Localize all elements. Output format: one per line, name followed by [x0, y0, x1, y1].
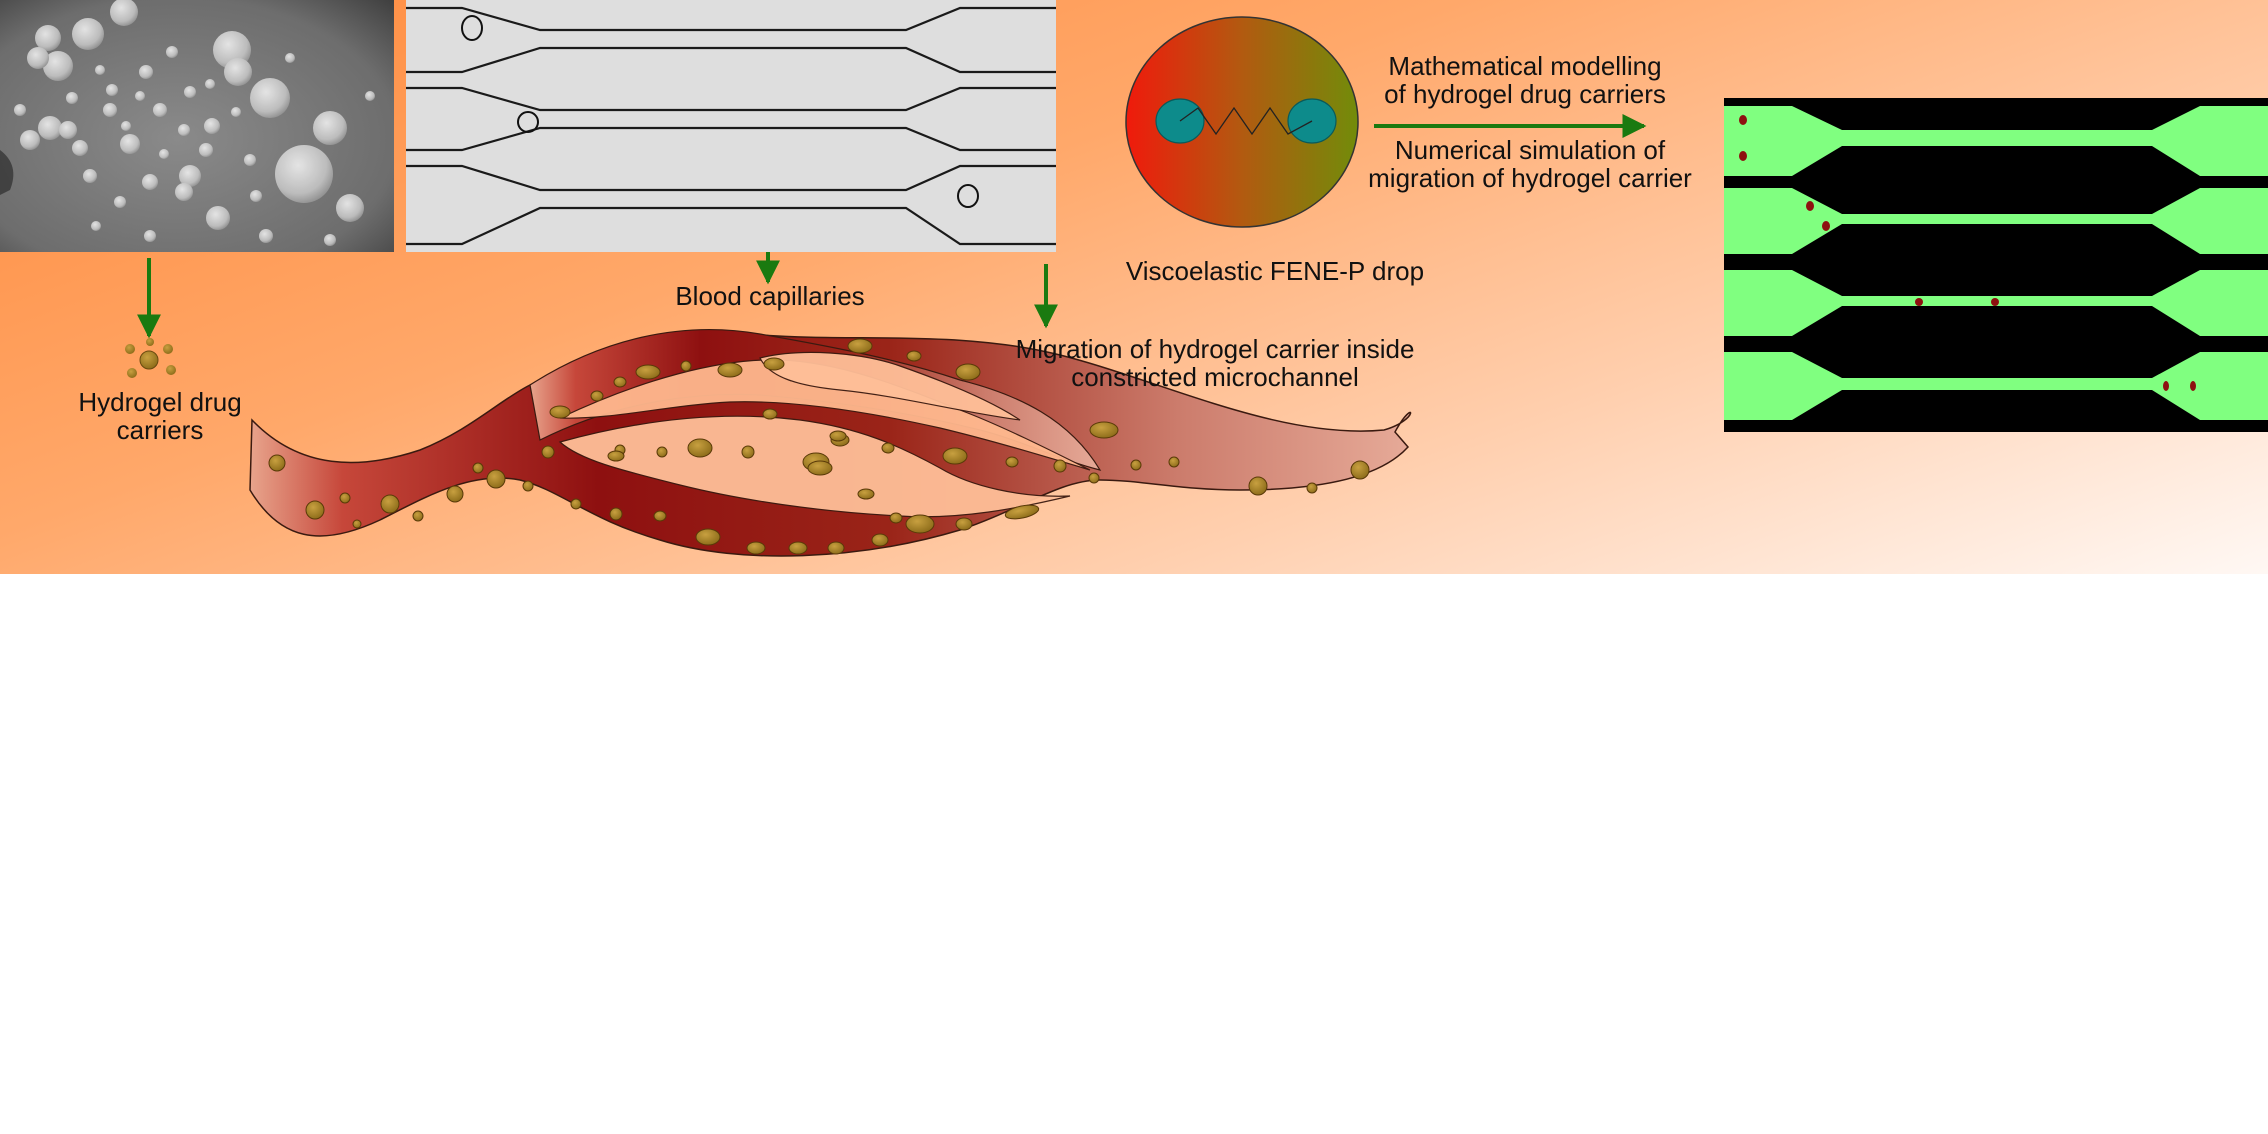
fene-p-drop [1125, 16, 1359, 228]
vessel-carriers [268, 338, 1370, 555]
diagram-arrows [137, 114, 1647, 339]
channel-walls [406, 6, 1056, 246]
capillary-network [249, 329, 1412, 557]
carrier-cluster-icon [125, 338, 176, 378]
label-numerical-simulation: Numerical simulation of migration of hyd… [1368, 135, 1692, 193]
label-blood-capillaries: Blood capillaries [675, 281, 865, 311]
microchannel-photo [406, 0, 1056, 252]
label-hydrogel-drug-carriers: Hydrogel drug carriers [78, 387, 242, 445]
sem-micrograph [0, 0, 394, 252]
label-migration-constricted: Migration of hydrogel carrier inside con… [1015, 334, 1415, 392]
sem-particles [14, 0, 375, 246]
label-fene-p-drop: Viscoelastic FENE-P drop [1125, 256, 1425, 286]
simulated-carriers [1739, 115, 2196, 391]
label-mathematical-modelling: Mathematical modelling of hydrogel drug … [1384, 51, 1666, 109]
simulation-panel [1724, 98, 2268, 432]
channel-droplets [461, 15, 979, 208]
